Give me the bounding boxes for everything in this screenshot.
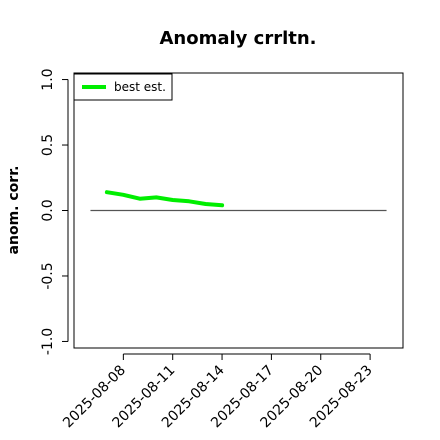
legend: best est. — [73, 73, 173, 101]
chart-title: Anomaly crrltn. — [159, 28, 316, 49]
y-tick-label: 1.0 — [40, 68, 56, 90]
y-axis: -1.0 -0.5 0.0 0.5 1.0 — [40, 68, 69, 355]
y-tick-label: -1.0 — [40, 328, 56, 355]
series-line-0 — [104, 190, 225, 208]
y-tick-label: -0.5 — [40, 262, 56, 289]
plot-frame — [73, 72, 404, 349]
y-tick-label: 0.5 — [40, 134, 56, 156]
y-tick-label: 0.0 — [40, 199, 56, 221]
y-axis-label: anom. corr. — [6, 166, 22, 255]
plot-area — [90, 190, 387, 212]
legend-label-best-est: best est. — [114, 80, 166, 94]
